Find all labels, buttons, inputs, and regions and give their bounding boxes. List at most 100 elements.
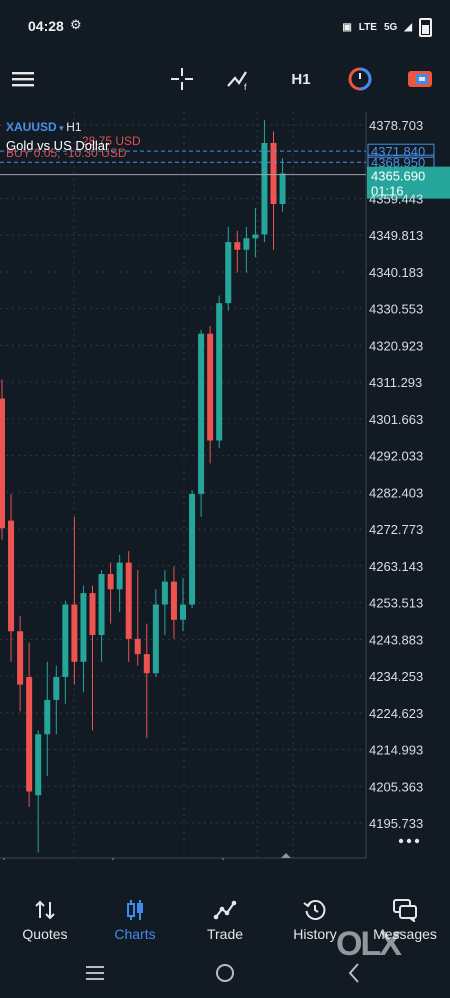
nav-quotes[interactable]: Quotes — [0, 888, 90, 950]
candle-body — [8, 520, 15, 632]
candle-body — [243, 238, 250, 250]
candle-body — [143, 654, 150, 674]
new-order-icon[interactable] — [406, 64, 434, 94]
nav-messages[interactable]: Messages — [360, 888, 450, 950]
candle-body — [152, 604, 159, 674]
price-axis-label: 4214.993 — [369, 743, 423, 758]
nav-trade[interactable]: Trade — [180, 888, 270, 950]
bottom-navigation: Quotes Charts Trade History Messages — [0, 888, 450, 950]
crosshair-icon[interactable] — [168, 64, 196, 94]
candles-icon — [124, 898, 146, 922]
more-options-dot — [406, 838, 412, 844]
candle-body — [170, 581, 177, 620]
plot-area — [0, 112, 366, 858]
order-price-tag — [367, 143, 435, 158]
nfc-icon: ▣ — [342, 22, 352, 33]
timeframe-button[interactable]: H1 — [291, 70, 311, 88]
sell-order-label: 28.75 USD — [82, 134, 141, 148]
recent-apps-icon[interactable] — [86, 966, 104, 980]
price-axis-label: 4330.553 — [369, 302, 423, 317]
price-axis-label: 4234.253 — [369, 669, 423, 684]
messages-icon — [392, 898, 418, 922]
candle-countdown: 01:16 — [371, 184, 404, 199]
price-axis-label: 4359.443 — [369, 191, 423, 206]
nav-history-label: History — [293, 926, 337, 942]
olx-watermark: OLX — [336, 925, 402, 963]
chart-toolbar: f H1 — [0, 52, 450, 107]
price-axis-label: 4224.623 — [369, 706, 423, 721]
price-axis-label: 4263.143 — [369, 559, 423, 574]
current-price-label: 4365.690 — [371, 169, 425, 184]
nav-charts[interactable]: Charts — [90, 888, 180, 950]
svg-text:f: f — [244, 82, 247, 92]
scroll-marker-icon — [281, 853, 291, 858]
candle-body — [261, 142, 268, 235]
history-icon — [303, 898, 327, 922]
candle-body — [279, 173, 286, 204]
candle-body — [252, 234, 259, 239]
candle-body — [71, 604, 78, 662]
more-options-icon[interactable] — [398, 838, 420, 844]
more-options-dot — [398, 838, 404, 844]
sort-arrows-icon — [34, 898, 56, 922]
candle-body — [216, 303, 223, 441]
candle-body — [44, 699, 51, 735]
network-label: 5G — [383, 22, 398, 33]
candle-body — [270, 142, 277, 204]
price-chart[interactable]: 4378.7034371.8404368.9504365.69001:16435… — [0, 108, 450, 860]
symbol-timeframe: H1 — [66, 120, 82, 134]
candle-body — [189, 493, 196, 605]
symbol-description: Gold vs US Dollar — [6, 138, 110, 153]
system-navigation-bar — [86, 963, 359, 983]
candle-body — [35, 734, 42, 796]
candle-body — [234, 242, 241, 250]
candle-body — [89, 593, 96, 636]
back-icon[interactable] — [348, 963, 359, 983]
price-axis-label: 4320.923 — [369, 338, 423, 353]
price-axis-label: 4349.813 — [369, 228, 423, 243]
price-axis-label: 4282.403 — [369, 485, 423, 500]
indicators-icon[interactable]: f — [226, 64, 254, 94]
candle-body — [125, 562, 132, 639]
symbol-label: XAUUSD ▾ H1 — [6, 120, 82, 134]
price-axis-label: 4292.033 — [369, 449, 423, 464]
buy-order-label: BUY 0.05, -10.30 USD — [6, 146, 127, 160]
price-axis-label: 4311.293 — [369, 375, 422, 390]
candle-body — [62, 604, 69, 678]
symbol-dropdown-icon: ▾ — [56, 123, 67, 133]
price-axis-label: 4205.363 — [369, 779, 423, 794]
lte-label: LTE — [358, 22, 377, 33]
candle-body — [134, 638, 141, 655]
home-icon[interactable] — [216, 964, 234, 982]
symbol-name: XAUUSD — [6, 120, 57, 134]
battery-icon — [419, 18, 432, 37]
one-click-trading-icon[interactable] — [346, 64, 374, 94]
more-options-dot — [414, 838, 420, 844]
nav-messages-label: Messages — [373, 926, 437, 942]
price-axis-label: 4378.703 — [369, 118, 423, 133]
menu-icon[interactable] — [10, 64, 36, 94]
candle-body — [107, 574, 114, 590]
signal-icon: ◢ — [404, 22, 412, 33]
candle-body — [0, 398, 5, 529]
price-axis-label: 4243.883 — [369, 632, 423, 647]
price-axis-label: 4253.513 — [369, 596, 423, 611]
status-bar: 04:28 ⚙ ▣ LTE 5G ◢ — [0, 0, 450, 52]
nav-history[interactable]: History — [270, 888, 360, 950]
candle-body — [198, 333, 205, 494]
candle-body — [116, 562, 123, 590]
clock: 04:28 — [28, 18, 64, 34]
candle-body — [225, 242, 232, 304]
candle-body — [26, 677, 33, 792]
nav-trade-label: Trade — [206, 926, 244, 942]
candle-body — [80, 593, 87, 662]
candle-body — [17, 631, 24, 685]
nav-charts-label: Charts — [114, 926, 156, 942]
current-price-tag — [367, 166, 450, 199]
candle-body — [161, 581, 168, 605]
candle-body — [180, 604, 186, 620]
price-axis-label: 4340.183 — [369, 265, 423, 280]
settings-gear-icon: ⚙ — [70, 17, 82, 32]
price-axis-label: 4195.733 — [369, 816, 423, 831]
trade-icon — [213, 898, 237, 922]
